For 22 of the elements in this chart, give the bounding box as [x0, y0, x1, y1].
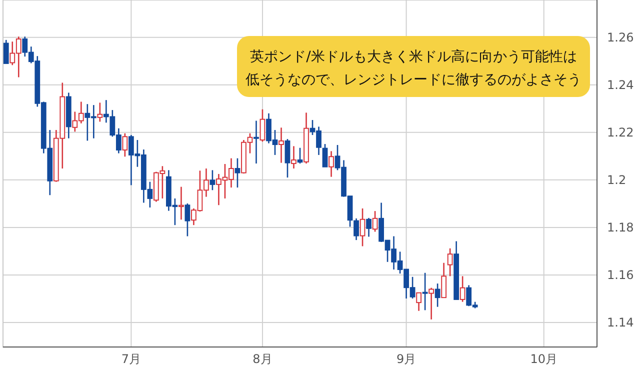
y-tick-label: 1.16 [607, 268, 634, 282]
y-tick-label: 1.2 [607, 173, 626, 188]
candlestick [278, 126, 284, 164]
x-tick-label: 8月 [252, 352, 272, 366]
x-tick-label: 9月 [396, 352, 416, 366]
y-tick-label: 1.14 [607, 316, 634, 330]
y-tick-label: 1.26 [607, 30, 634, 45]
y-tick-label: 1.18 [607, 220, 634, 235]
candlestick [178, 186, 184, 220]
y-tick-label: 1.24 [607, 78, 634, 92]
candlestick [360, 208, 366, 247]
candlestick [354, 218, 359, 241]
candlestick [234, 158, 240, 188]
y-tick-label: 1.22 [607, 126, 634, 140]
candlestick [328, 150, 334, 178]
candlestick [254, 120, 259, 164]
candlestick [66, 92, 72, 139]
x-tick-label: 10月 [530, 352, 558, 366]
candlestick [422, 272, 428, 311]
candlestick [291, 146, 296, 170]
x-tick-label: 7月 [121, 352, 141, 366]
annotation: 英ポンド/米ドルも大きく米ドル高に向かう可能性は低そうなので、レンジトレードに徹するのがよさそう [246, 49, 582, 88]
